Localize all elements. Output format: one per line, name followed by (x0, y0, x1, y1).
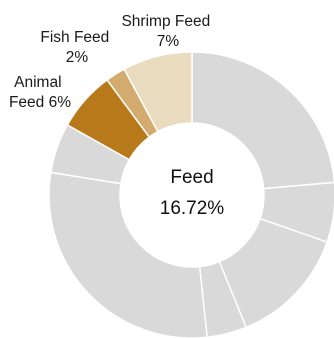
shrimp-feed-label: Shrimp Feed 7% (121, 13, 214, 50)
animal-feed-label: Animal Feed 6% (9, 74, 71, 111)
donut-slice-0 (191, 51, 334, 190)
shrimp-feed-7-slice (123, 51, 193, 133)
fish-feed-label: Fish Feed 2% (40, 29, 113, 66)
center-label: Feed 16.72% (160, 167, 225, 219)
donut-slice-4 (48, 171, 208, 338)
center-label-value: 16.72% (160, 198, 225, 219)
donut-slices (48, 51, 334, 338)
slice-labels: Shrimp Feed 7% Fish Feed 2% Animal Feed … (9, 13, 214, 111)
center-label-title: Feed (170, 167, 213, 188)
